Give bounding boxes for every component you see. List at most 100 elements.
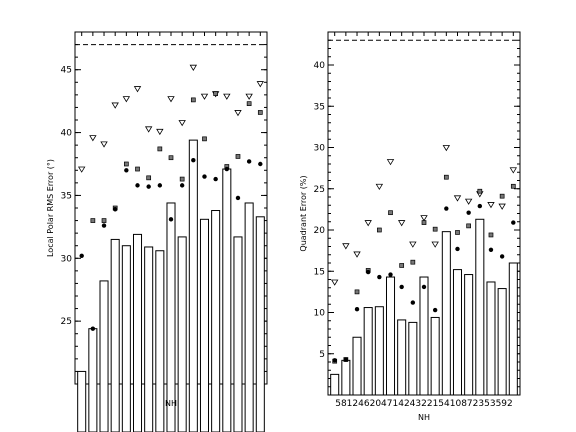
dot-marker <box>191 158 196 163</box>
square-marker <box>388 210 393 216</box>
square-marker <box>101 218 107 223</box>
dot-marker <box>168 217 174 222</box>
x-tick-labels: 5812462047142432215410872353592 <box>335 399 513 409</box>
dot-marker <box>444 206 449 211</box>
dot-marker <box>365 269 371 275</box>
dot-marker <box>343 357 349 362</box>
dot-marker <box>112 207 118 212</box>
y-tick-label: 30 <box>61 254 73 264</box>
dot-marker <box>135 183 140 188</box>
bar <box>352 336 362 396</box>
triangle-marker <box>245 93 253 100</box>
y-tick-label: 35 <box>61 191 72 201</box>
bar <box>430 316 440 396</box>
dot-marker <box>432 307 438 313</box>
dot-marker <box>477 203 483 209</box>
triangle-marker <box>122 96 131 103</box>
triangle-marker <box>223 93 231 100</box>
square-marker <box>123 161 129 167</box>
bar <box>486 281 496 396</box>
bar <box>408 321 418 396</box>
square-marker <box>421 220 427 225</box>
y-tick-label: 15 <box>314 267 325 277</box>
bar <box>121 245 131 432</box>
dot-marker <box>258 161 263 167</box>
bar <box>441 231 451 396</box>
y-tick-label: 45 <box>61 66 72 76</box>
square-marker <box>499 193 505 199</box>
square-marker <box>410 259 416 265</box>
y-tick-label: 20 <box>314 226 326 236</box>
bar <box>155 250 165 432</box>
triangle-marker <box>167 96 175 103</box>
dot-marker <box>511 220 516 225</box>
triangle-marker <box>397 220 406 227</box>
triangle-marker <box>487 202 495 209</box>
square-marker <box>246 101 252 107</box>
dot-marker <box>179 183 185 188</box>
triangle-marker <box>364 220 372 227</box>
dot-marker <box>235 195 241 201</box>
y-tick-label: 5 <box>319 350 325 360</box>
square-marker <box>90 218 96 223</box>
dot-marker <box>213 176 218 182</box>
bar <box>363 307 373 396</box>
triangle-marker <box>178 120 186 127</box>
dot-marker <box>332 358 337 363</box>
triangle-marker <box>509 167 518 174</box>
square-marker <box>157 146 163 152</box>
dot-marker <box>488 247 494 252</box>
triangle-marker <box>431 241 439 248</box>
triangle-marker <box>133 86 142 93</box>
triangle-marker <box>342 243 350 250</box>
dot-marker <box>124 168 129 173</box>
y-tick-label: 30 <box>314 144 326 154</box>
right-chart-panel: 5 10 15 20 25 30 35 40 5812462047142432215410872… <box>299 31 521 422</box>
y-axis-label: Local Polar RMS Error (°) <box>46 159 55 257</box>
bar <box>244 202 254 432</box>
dot-marker <box>421 284 427 290</box>
dot-marker <box>399 284 404 290</box>
dot-marker <box>377 274 382 280</box>
square-marker <box>477 188 483 194</box>
bar <box>508 262 518 396</box>
dot-marker <box>466 210 471 215</box>
y-tick-label: 10 <box>314 309 326 319</box>
square-marker <box>179 176 185 182</box>
bar <box>188 139 198 432</box>
dot-marker <box>146 184 151 189</box>
triangle-marker <box>234 110 242 117</box>
square-marker <box>213 91 219 96</box>
dot-marker <box>79 253 84 258</box>
bar <box>132 233 143 432</box>
dot-marker <box>388 272 393 277</box>
square-marker <box>168 155 174 161</box>
y-tick-label: 40 <box>61 129 73 139</box>
dot-marker <box>202 174 207 179</box>
square-marker <box>190 97 196 103</box>
bar <box>166 202 176 432</box>
square-marker <box>443 174 449 180</box>
square-marker <box>399 263 405 268</box>
y-axis-label: Quadrant Error (%) <box>299 175 308 251</box>
bar <box>385 276 396 396</box>
triangle-marker <box>256 81 265 88</box>
square-marker <box>202 136 207 142</box>
square-marker <box>235 154 241 159</box>
square-marker <box>376 227 382 233</box>
square-marker <box>354 289 360 295</box>
square-marker <box>432 226 438 232</box>
bar <box>177 236 187 432</box>
triangle-marker <box>442 145 451 152</box>
dot-marker <box>410 300 416 305</box>
square-marker <box>257 110 263 115</box>
bar <box>341 359 351 396</box>
dot-marker <box>246 159 252 164</box>
bar <box>211 210 221 432</box>
triangle-marker <box>409 241 417 248</box>
triangle-marker <box>353 251 361 258</box>
x-axis-label: NH <box>418 413 430 422</box>
bar <box>397 319 407 396</box>
bar <box>475 218 485 396</box>
triangle-marker <box>144 126 153 133</box>
